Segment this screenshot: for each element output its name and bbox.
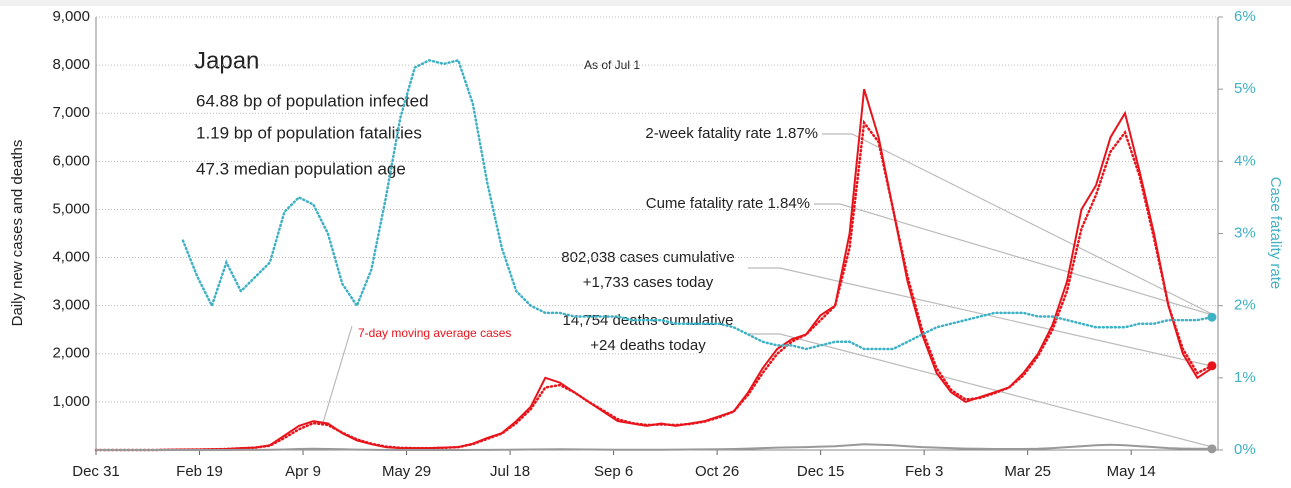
y-tick-label: 2,000 [52, 345, 90, 362]
y2-tick-label: 2% [1234, 297, 1256, 314]
annotation: 2-week fatality rate 1.87% [645, 125, 818, 142]
y-axis-label: Daily new cases and deaths [9, 140, 26, 327]
annotation: +1,733 cases today [583, 274, 714, 291]
y-tick-label: 8,000 [52, 56, 90, 73]
chart-title: Japan [194, 47, 259, 74]
series-line [95, 443, 1213, 451]
x-tick-label: Dec 15 [797, 463, 845, 480]
y-tick-label: 5,000 [52, 200, 90, 217]
x-tick-label: Oct 26 [695, 463, 739, 480]
y2-axis-label: Case fatality rate [1267, 177, 1284, 290]
x-tick-label: Jul 18 [490, 463, 530, 480]
y-tick-label: 4,000 [52, 249, 90, 266]
y2-tick-label: 5% [1234, 80, 1256, 97]
y-tick-label: 3,000 [52, 297, 90, 314]
y-tick-label: 9,000 [52, 8, 90, 25]
stat: 47.3 median population age [196, 159, 406, 178]
y2-tick-label: 3% [1234, 224, 1256, 241]
leader-line [822, 133, 1217, 317]
annotation: +24 deaths today [590, 337, 706, 354]
y2-tick-label: 1% [1234, 369, 1256, 386]
x-tick-label: May 29 [382, 463, 431, 480]
leader-line [321, 325, 353, 427]
x-tick-label: May 14 [1107, 463, 1156, 480]
stat: 1.19 bp of population fatalities [196, 123, 422, 142]
y-tick-label: 7,000 [52, 104, 90, 121]
series-label: 7-day moving average cases [358, 326, 511, 340]
leader-line [814, 203, 1217, 317]
x-tick-label: Sep 6 [594, 463, 633, 480]
end-dot [1207, 312, 1217, 322]
x-tick-label: Mar 25 [1004, 463, 1051, 480]
leader-line [748, 333, 1217, 449]
end-dot [1207, 444, 1217, 454]
x-tick-label: Feb 19 [176, 463, 223, 480]
y-tick-label: 6,000 [52, 152, 90, 169]
x-tick-label: Apr 9 [285, 463, 321, 480]
leader-line [748, 267, 1217, 368]
y2-tick-label: 4% [1234, 152, 1256, 169]
x-tick-label: Feb 3 [905, 463, 943, 480]
x-tick-label: Dec 31 [72, 463, 120, 480]
stat: 64.88 bp of population infected [196, 91, 429, 110]
y2-tick-label: 6% [1234, 8, 1256, 25]
annotation: Cume fatality rate 1.84% [646, 195, 810, 212]
y-tick-label: 1,000 [52, 393, 90, 410]
y2-tick-label: 0% [1234, 441, 1256, 458]
top-strip [0, 0, 1291, 6]
end-dot [1207, 361, 1217, 371]
series-line [181, 58, 1214, 351]
series-line [94, 119, 1214, 452]
